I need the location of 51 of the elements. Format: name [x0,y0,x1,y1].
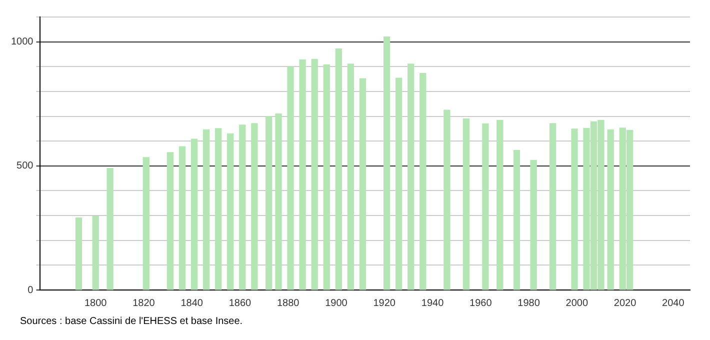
bar [299,59,306,290]
bar [607,129,614,290]
bar [227,133,234,290]
bar [275,113,282,290]
y-tick-label: 500 [16,160,34,172]
x-tick-label: 2000 [566,298,588,309]
x-tick-label: 2040 [662,298,685,309]
bar [513,150,520,290]
bar [106,168,114,290]
bar [462,118,470,290]
x-tick-label: 1900 [325,298,348,309]
bar [266,116,272,290]
bar [214,128,222,290]
bar [251,123,258,290]
bar [92,216,99,290]
bar [166,152,174,290]
x-tick-label: 1980 [518,298,540,309]
bar [190,138,198,290]
bar [530,160,537,290]
x-tick-label: 1960 [470,298,492,309]
bar [287,66,294,290]
x-tick-label: 1800 [84,298,108,309]
source-note: Sources : base Cassini de l'EHESS et base Insee. [20,316,244,327]
x-tick-label: 1940 [421,298,444,309]
x-tick-label: 1920 [373,298,396,309]
x-tick-label: 1880 [276,298,300,309]
bar [408,64,414,290]
bar [359,78,366,290]
x-tick-label: 1860 [228,298,252,309]
bar [142,157,150,290]
bar [202,129,210,290]
bar [347,64,354,290]
bar [444,110,450,290]
bar [496,120,504,290]
bar [395,78,402,290]
bar [323,64,330,290]
bar [335,48,342,290]
x-tick-label: 2020 [614,298,637,309]
bar [550,123,556,290]
bar [383,36,390,290]
y-tick-label: 1000 [10,36,34,48]
bar [75,217,82,290]
x-tick-label: 1820 [132,298,156,309]
bar [571,128,578,290]
bar [311,58,318,290]
bar [178,146,186,290]
x-tick-label: 1840 [180,298,204,309]
y-tick-label: 0 [28,284,34,296]
bar [420,73,426,290]
bar [482,123,489,290]
bar [239,124,246,290]
